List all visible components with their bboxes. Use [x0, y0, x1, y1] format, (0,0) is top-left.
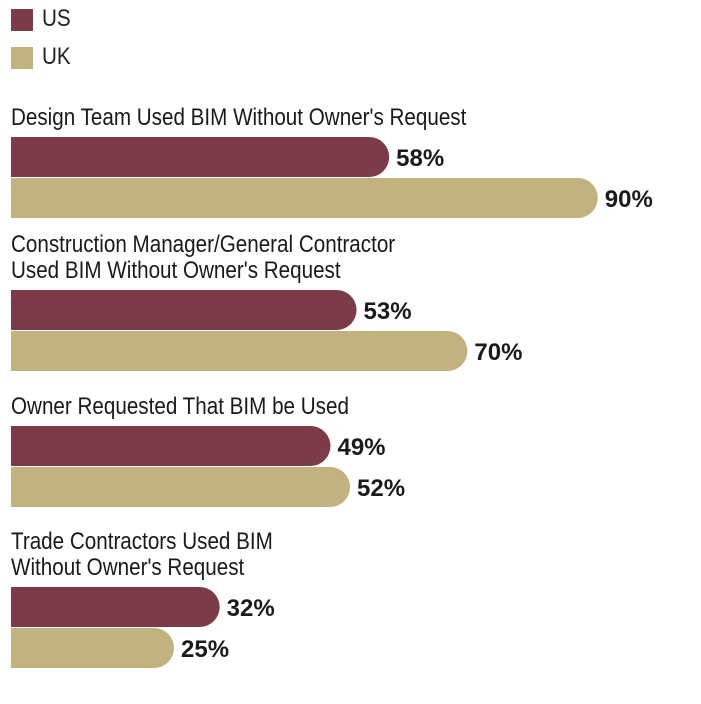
bar-us: [11, 137, 390, 177]
data-label: 53%: [364, 298, 412, 325]
legend-swatch-uk: [11, 47, 33, 69]
category-label: Construction Manager/General Contractor: [11, 231, 396, 258]
bar-uk: [11, 178, 598, 218]
bar-uk: [11, 331, 468, 371]
data-label: 49%: [337, 434, 385, 461]
data-label: 32%: [227, 595, 275, 622]
category-label: Owner Requested That BIM be Used: [11, 393, 349, 420]
legend-label-uk: UK: [42, 43, 71, 70]
legend-swatch-us: [11, 9, 33, 31]
data-label: 90%: [605, 186, 653, 213]
bar-us: [11, 426, 331, 466]
category-label: Trade Contractors Used BIM: [11, 528, 273, 555]
category-label: Design Team Used BIM Without Owner's Req…: [11, 104, 467, 131]
data-label: 58%: [396, 145, 444, 172]
category-label: Without Owner's Request: [11, 554, 245, 581]
data-label: 52%: [357, 475, 405, 502]
data-label: 70%: [474, 339, 522, 366]
data-label: 25%: [181, 636, 229, 663]
legend-label-us: US: [42, 5, 71, 32]
bar-uk: [11, 628, 174, 668]
bar-uk: [11, 467, 351, 507]
bar-us: [11, 290, 357, 330]
bar-us: [11, 587, 220, 627]
category-label: Used BIM Without Owner's Request: [11, 257, 341, 284]
